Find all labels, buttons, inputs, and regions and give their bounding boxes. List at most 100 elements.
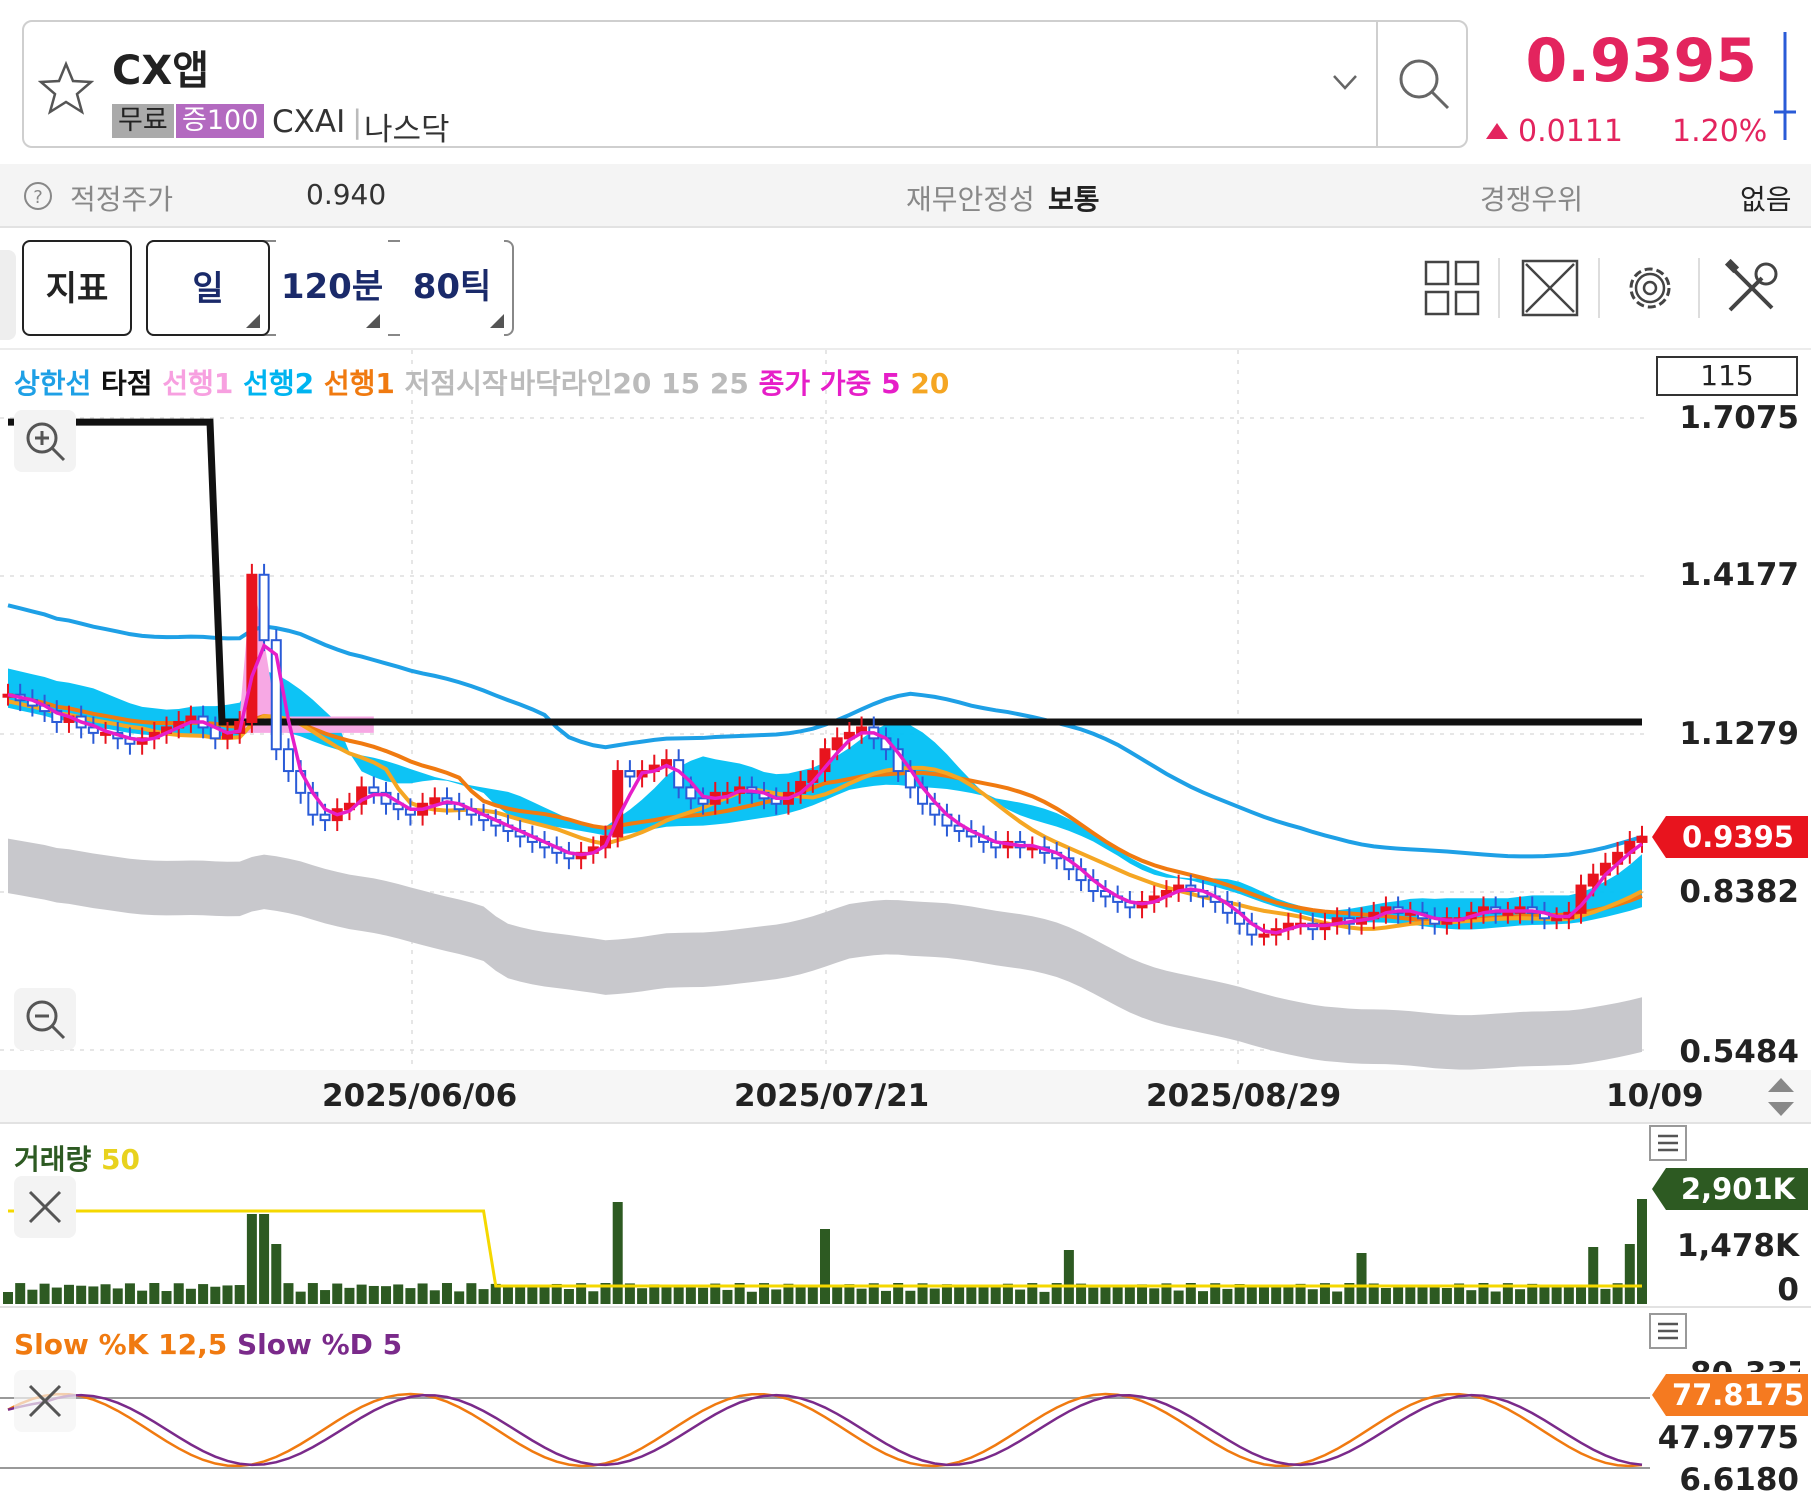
indicator-button[interactable]: 지표 [22,240,132,336]
gear-icon[interactable] [1620,258,1680,318]
volume-bar [1563,1285,1574,1304]
candle-body [1502,911,1514,916]
legend-ma5: 5 [881,367,901,400]
legend-upper-line: 상한선 [14,367,92,400]
stock-name: CX앱 [112,48,209,94]
stability-label: 재무안정성 [906,183,1035,216]
scroll-updown-icon[interactable] [1766,1076,1796,1118]
volume-bar [76,1285,87,1304]
toolbar-divider [1698,258,1700,318]
stoch-y-tick: 47.9775 [1657,1420,1799,1456]
volume-bar [698,1287,709,1304]
chevron-down-icon[interactable] [1330,70,1360,94]
stoch-y-tick: 6.6180 [1679,1462,1799,1498]
candle-body [685,786,697,800]
volume-bar [1234,1284,1245,1304]
menu-icon[interactable] [1648,1124,1688,1162]
volume-bar [1551,1285,1562,1304]
volume-bar [295,1291,306,1304]
volume-bar [51,1287,62,1304]
zoom-out-icon[interactable] [14,988,76,1050]
candle-body [612,770,624,838]
x-tick-label: 10/09 [1606,1078,1704,1114]
candle-count-box[interactable]: 115 [1656,356,1798,396]
legend-entry-point: 타점 [101,367,153,400]
stoch-current-tag-text: 77.8175 [1672,1378,1804,1412]
volume-bar [1173,1290,1184,1304]
volume-bar [1478,1283,1489,1304]
chart-legend: 상한선 타점 선행1 선행2 선행1 저점시작 바닥라인20 15 25 종가 … [14,362,949,402]
volume-bar [502,1287,513,1304]
stoch-k-line [7,1392,1643,1468]
volume-bar [917,1283,928,1304]
volume-bar [832,1286,843,1304]
volume-bar [1258,1285,1269,1304]
tools-icon[interactable] [1722,258,1782,318]
period-80t-button[interactable]: 80틱 [400,240,504,336]
volume-bar [551,1283,562,1304]
volume-y-tick: 0 [1777,1272,1799,1308]
volume-bar [1637,1199,1647,1304]
volume-bar [844,1284,855,1304]
info-bar [0,164,1811,228]
toolbar-divider [1498,258,1500,318]
volume-bar [576,1283,587,1304]
volume-bar [381,1286,392,1304]
ichimoku-cloud [8,668,1642,930]
help-icon[interactable]: ? [22,180,54,212]
volume-bar [39,1283,50,1304]
period-120m-button[interactable]: 120분 [276,240,388,336]
volume-bar [1588,1247,1599,1304]
side-handle[interactable] [0,250,16,340]
volume-bar [954,1286,965,1304]
competitive-label: 경쟁우위 [1480,183,1584,216]
volume-bar [1185,1283,1196,1304]
x-tick-label: 2025/07/21 [734,1078,930,1114]
volume-chart[interactable] [0,1124,1650,1306]
candle-body [1551,917,1563,922]
competitive-value: 없음 [1740,183,1792,216]
price-change-pct: 1.20% [1672,114,1768,149]
star-icon[interactable] [38,60,94,116]
volume-bar [405,1288,416,1304]
volume-bar [539,1286,550,1304]
volume-bar [1015,1289,1026,1304]
volume-bar [332,1283,343,1304]
fullscreen-icon[interactable] [1520,258,1580,318]
menu-icon[interactable] [1648,1312,1688,1350]
volume-bar [1222,1288,1233,1304]
up-triangle-icon [1486,123,1508,139]
stoch-top-border [0,1306,1811,1308]
candle-body [1587,873,1599,887]
search-icon[interactable] [1394,54,1454,114]
volume-bar [63,1284,74,1304]
close-icon[interactable] [14,1370,76,1432]
stochastic-chart[interactable] [0,1308,1650,1503]
volume-bar [1441,1287,1452,1304]
volume-bar [1600,1288,1611,1304]
volume-bar [893,1283,904,1304]
volume-bar [649,1284,660,1304]
legend-close-weighted: 종가 가중 [758,367,872,400]
main-price-chart[interactable] [0,350,1650,1070]
grid-layout-icon[interactable] [1424,260,1480,316]
volume-bar [1612,1283,1623,1304]
y-tick-label: 0.8382 [1679,874,1799,910]
volume-title: 거래량 [14,1143,92,1176]
volume-bar [612,1202,623,1304]
volume-bar [3,1292,13,1304]
volume-bar [515,1285,526,1304]
candle-body [831,737,843,751]
close-icon[interactable] [14,1176,76,1238]
period-day-button[interactable]: 일 [146,240,270,336]
stoch-d-title: Slow %D 5 [236,1328,403,1361]
chart-top-border [0,348,1811,350]
volume-bar [722,1289,733,1304]
volume-bar [271,1244,282,1304]
entry-point-line [8,418,1642,726]
zoom-in-icon[interactable] [14,410,76,472]
volume-bar [588,1291,599,1304]
volume-bar [320,1290,331,1304]
volume-bar [624,1283,635,1304]
volume-bar [1539,1287,1550,1304]
